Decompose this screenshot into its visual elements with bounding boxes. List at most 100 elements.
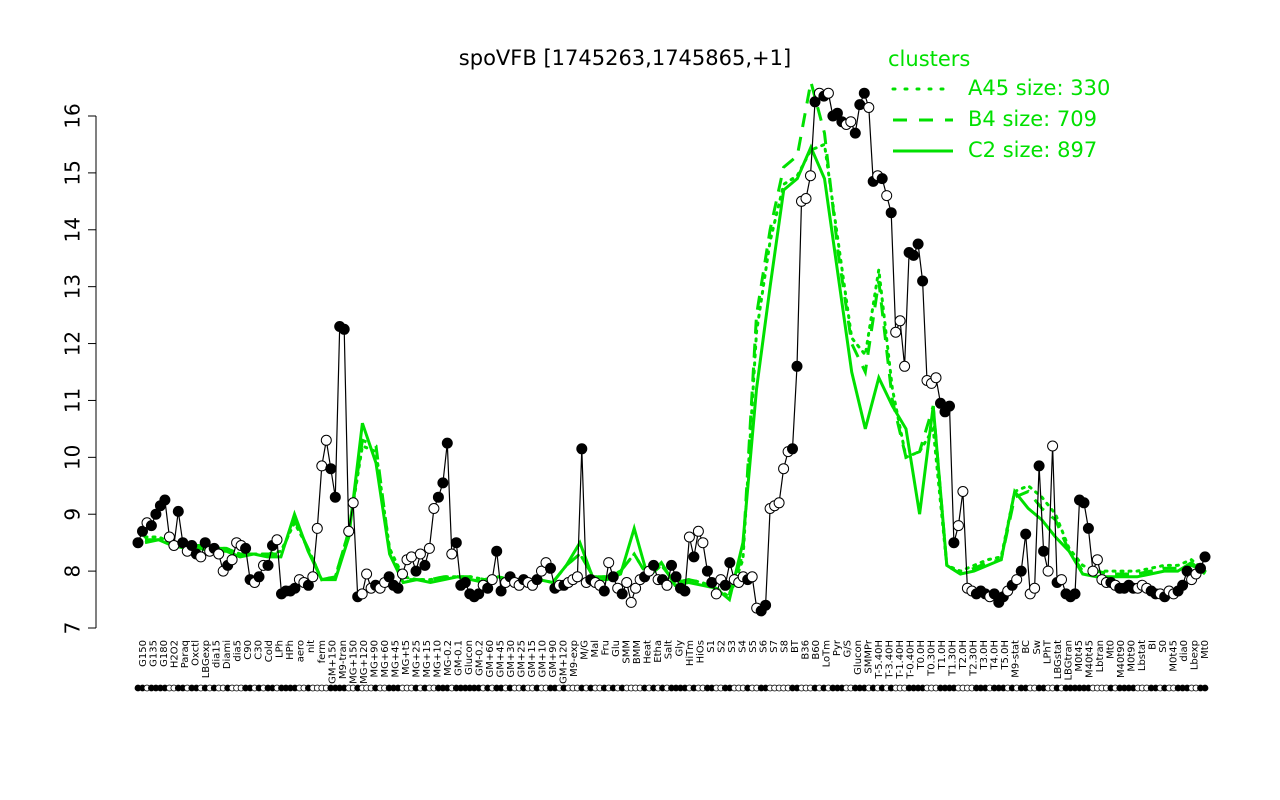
x-tick-label: aero [296,640,307,662]
data-point [930,372,942,384]
data-point [172,505,184,517]
x-tick-label: BI [1147,640,1158,650]
data-point [679,585,691,597]
data-point [908,249,920,261]
legend-label: C2 size: 897 [968,138,1097,162]
main-line [137,91,1206,612]
x-tick-label: MG+15 [422,640,433,677]
data-point [1015,565,1027,577]
data-point [787,443,798,455]
x-tick-label: nit [306,640,317,653]
x-tick-label: ferm [317,640,328,663]
data-point [262,559,274,571]
x-tick-label: GM+60 [485,640,496,677]
data-point [432,491,444,503]
data-point [343,525,355,537]
x-tick-label: Sw [1032,640,1043,655]
data-point [724,557,736,569]
data-point [885,207,897,219]
x-tick-label: C90 [243,640,254,660]
x-tick-label: GM+90 [548,640,559,677]
data-point [746,571,758,583]
data-point [1195,562,1206,574]
data-point [316,460,328,472]
cluster-line-0 [143,142,1207,599]
x-tick-label: Etha [653,640,664,663]
data-point [419,559,431,571]
x-tick-label: S7 [769,640,780,653]
x-tick-label: C30 [254,640,265,660]
x-tick-label: S1 [706,640,717,653]
x-tick-label: SMMPr [864,639,875,673]
data-point [320,434,332,446]
data-point [576,443,588,455]
y-tick-label: 9 [61,508,85,521]
x-tick-label: SMM [622,640,633,664]
x-tick-label: T0.30H [927,640,938,677]
data-point [683,531,695,543]
data-point [648,559,660,571]
data-point [347,497,359,509]
x-tick-label: dia0 [1179,640,1190,662]
x-tick-label: Pyr [832,639,843,656]
x-tick-label: Lbexp [1189,640,1200,670]
x-tick-label: S2 [716,640,727,653]
data-point [1069,588,1081,600]
x-tick-label: T0.0H [916,640,927,671]
data-point [495,585,507,597]
x-tick-label: H2O2 [170,640,181,668]
data-point [719,579,731,591]
data-point [621,577,633,588]
cluster-line-2 [144,143,1206,603]
data-point [150,508,162,520]
x-tick-label: GM+150 [327,640,338,684]
x-tick-label: LBGtran [1063,640,1074,681]
x-tick-label: T5.0H [1000,640,1011,671]
x-tick-label: LPh [275,640,286,658]
x-tick-label: T2.30H [969,640,980,677]
x-tick-label: S5 [748,640,759,653]
x-tick-label: M9-tran [338,640,349,679]
x-tick-label: Lbtran [1095,640,1106,672]
x-tick-label: MG+45 [390,640,401,677]
data-point [195,551,207,563]
rug-marker [1201,684,1209,692]
x-tick-label: Diami [222,640,233,669]
x-tick-label: MG+90 [369,640,380,677]
x-tick-label: T-5.40H [874,640,885,680]
x-tick-label: MG+60 [380,640,391,677]
data-point [670,571,682,583]
data-point [423,542,435,554]
data-point [329,491,341,503]
data-point [199,537,211,549]
data-point [1011,574,1023,586]
axes: 7 8 9 10 11 12 13 14 15 16 [61,103,97,634]
data-point [863,102,875,113]
data-point [361,568,373,580]
x-tick-label: GM-0.2 [474,640,485,676]
data-point [482,582,494,594]
data-point [356,588,368,600]
x-tick-label: MG-0.2 [443,640,454,676]
data-point [338,323,350,335]
x-tick-label: LPhT [1042,639,1053,664]
x-rug-markers [134,684,1209,692]
data-point [240,542,252,554]
data-point [692,525,704,537]
x-tick-label: M0t45 [1168,640,1179,672]
data-point [809,96,821,108]
data-point [1078,497,1090,509]
data-point [428,503,440,514]
x-tick-label: HiTm [685,640,696,666]
cluster-lines [143,81,1207,603]
data-point [410,565,422,577]
data-point [1199,551,1211,563]
y-tick-label: 14 [61,217,85,242]
x-tick-label: HPh [285,640,296,660]
data-point [881,190,893,202]
x-tick-label: S4 [737,640,748,653]
data-point [271,534,283,546]
data-point [630,582,642,594]
data-point [446,548,458,560]
